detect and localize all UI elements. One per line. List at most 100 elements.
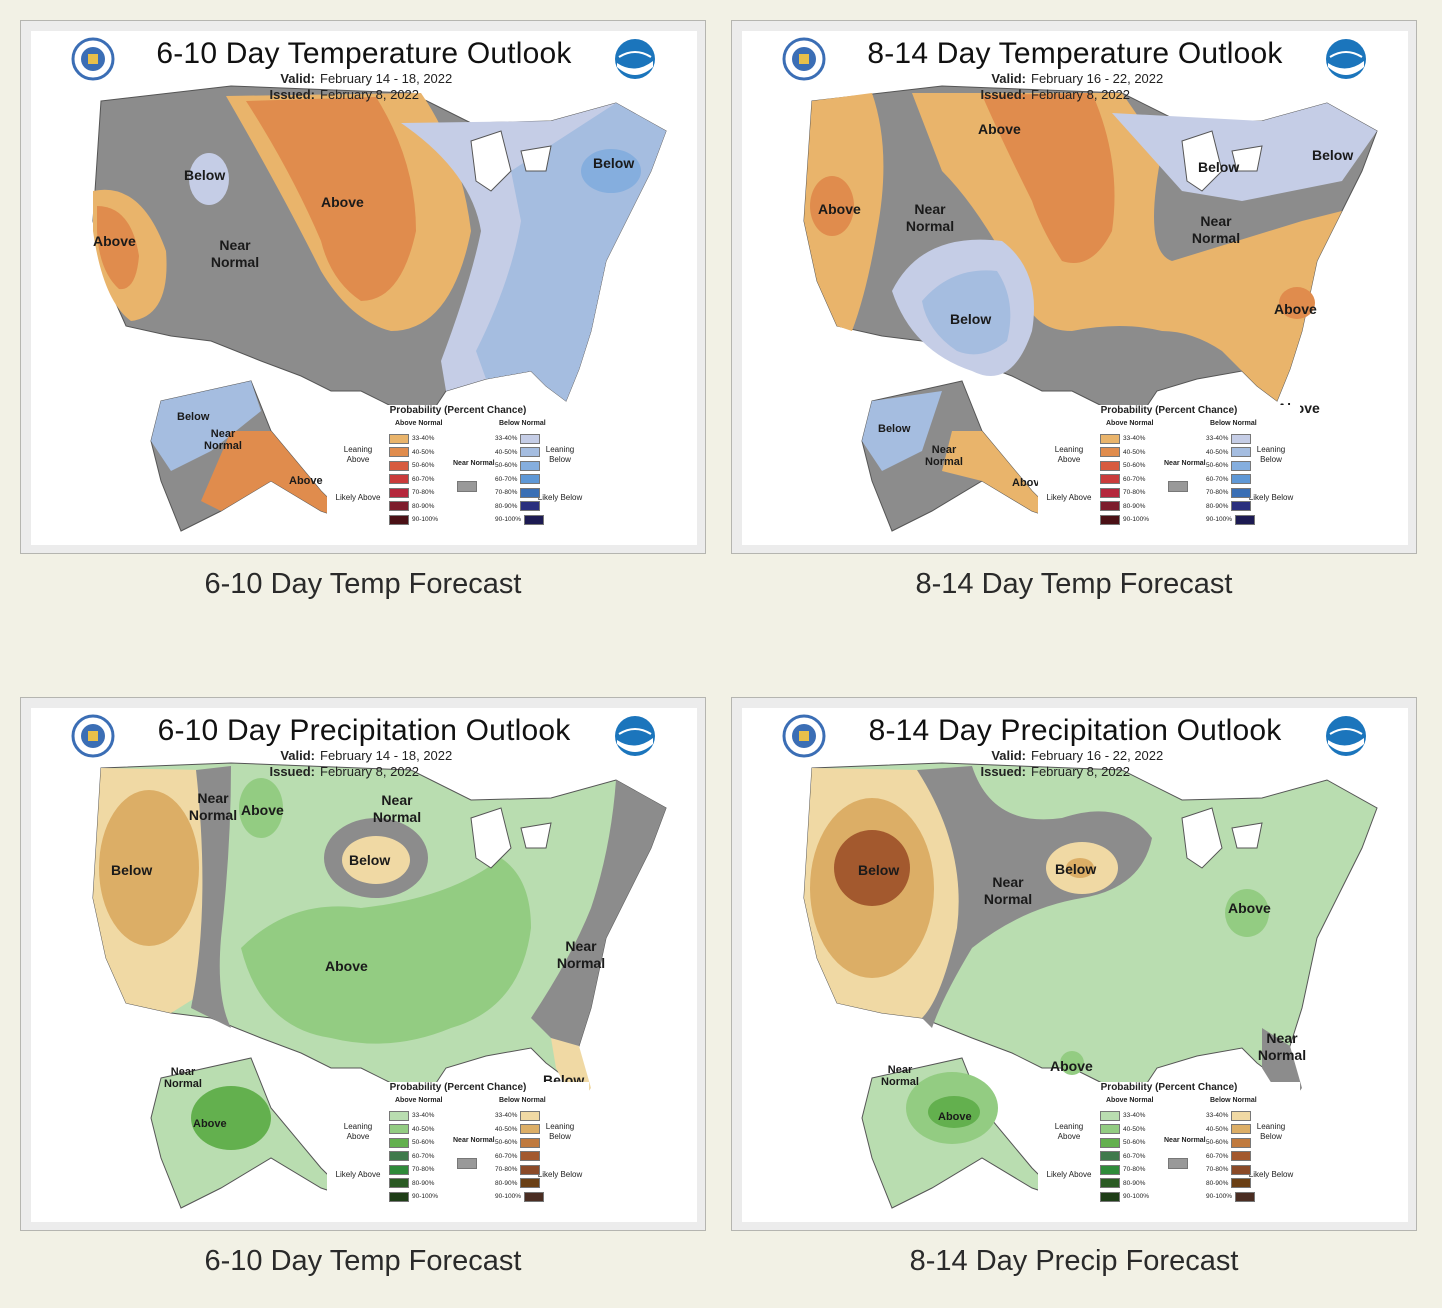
- legend-range-label: 50-60%: [1123, 1139, 1146, 1146]
- legend-above-header: Above Normal: [1106, 1097, 1154, 1104]
- alaska-above-core: [928, 1096, 980, 1128]
- map-frame: 8-14 Day Temperature Outlook Valid: Febru…: [731, 20, 1417, 554]
- panel-caption[interactable]: 8-14 Day Temp Forecast: [915, 568, 1233, 600]
- legend-range-label: 90-100%: [412, 516, 439, 523]
- region-label: Near Normal: [164, 1066, 202, 1090]
- legend-leaning-below: Leaning Below: [545, 445, 575, 464]
- region-label: Near Normal: [881, 1064, 919, 1088]
- region-near-normal-central: [917, 766, 1152, 1028]
- legend-swatch: [1100, 433, 1120, 444]
- region-label: Near Normal: [204, 428, 242, 452]
- legend-likely-below: Likely Below: [537, 493, 583, 502]
- region-label: Above: [241, 802, 284, 818]
- legend-near-normal-swatch: [1168, 1158, 1188, 1169]
- region-label: Above: [978, 121, 1021, 137]
- legend-swatch-row: 70-80%: [1100, 1163, 1145, 1176]
- legend-range-label: 60-70%: [1123, 1152, 1146, 1160]
- legend-near-normal: Near Normal: [453, 1137, 495, 1144]
- legend-leaning-above: Leaning Above: [1054, 445, 1084, 464]
- legend-range-label: 70-80%: [1123, 489, 1146, 496]
- legend-swatch: [520, 1178, 541, 1188]
- map-image[interactable]: 6-10 Day Temperature Outlook Valid: Febru…: [31, 31, 697, 545]
- legend-range-label: 33-40%: [1123, 1112, 1146, 1119]
- legend-range-label: 40-50%: [1123, 1125, 1146, 1133]
- legend-likely-above: Likely Above: [1046, 1170, 1092, 1179]
- region-label: Below: [177, 411, 210, 423]
- region-near-normal-east: [531, 780, 666, 1048]
- legend-near-normal: Near Normal: [453, 460, 495, 467]
- legend-leaning-below: Leaning Below: [1256, 445, 1286, 464]
- legend-swatch-row: 33-40%: [1206, 432, 1252, 445]
- valid-label: Valid:: [280, 748, 315, 763]
- legend-swatch: [389, 1110, 409, 1121]
- map-image[interactable]: 8-14 Day Precipitation Outlook Valid: Feb…: [742, 708, 1408, 1222]
- legend-above-header: Above Normal: [395, 420, 443, 427]
- legend-range-label: 60-70%: [412, 475, 435, 483]
- legend-swatch: [520, 501, 541, 511]
- issued-date: February 8, 2022: [1031, 87, 1131, 102]
- legend-swatch-row: 50-60%: [389, 1136, 434, 1149]
- legend-above-header: Above Normal: [1106, 420, 1154, 427]
- region-label: Below: [349, 852, 391, 868]
- region-above-texas: [1060, 1051, 1084, 1075]
- valid-dates: February 14 - 18, 2022: [320, 748, 453, 763]
- valid-label: Valid:: [991, 71, 1026, 86]
- legend-swatch: [1100, 1110, 1120, 1121]
- legend-range-label: 33-40%: [1206, 435, 1229, 442]
- region-label: Near Normal: [1191, 213, 1241, 246]
- legend: Probability (Percent Chance) Above Norma…: [1038, 405, 1300, 543]
- legend-swatch-row: 90-100%: [1206, 1190, 1256, 1203]
- panel-caption[interactable]: 8-14 Day Precip Forecast: [909, 1245, 1239, 1277]
- map-image[interactable]: 6-10 Day Precipitation Outlook Valid: Feb…: [31, 708, 697, 1222]
- region-above-central-core: [246, 97, 416, 301]
- legend-swatch: [520, 1164, 541, 1175]
- panel-caption[interactable]: 6-10 Day Temp Forecast: [204, 568, 522, 600]
- legend-swatch: [389, 487, 409, 498]
- panel-caption[interactable]: 6-10 Day Temp Forecast: [204, 1245, 522, 1277]
- legend-swatch-row: 40-50%: [1206, 446, 1252, 459]
- legend-range-label: 60-70%: [1206, 1152, 1229, 1160]
- legend-swatch-row: 33-40%: [495, 432, 541, 445]
- legend: Probability (Percent Chance) Above Norma…: [327, 1082, 589, 1220]
- region-label: Above: [325, 958, 368, 974]
- legend-range-label: 50-60%: [495, 462, 518, 469]
- region-above-plains-core: [982, 93, 1115, 263]
- legend-swatch-row: 50-60%: [1100, 459, 1145, 472]
- alaska-above: [201, 431, 351, 521]
- legend-range-label: 60-70%: [1123, 475, 1146, 483]
- legend-range-label: 60-70%: [1206, 475, 1229, 483]
- region-label: Near Normal: [188, 790, 238, 823]
- map-frame: 6-10 Day Precipitation Outlook Valid: Feb…: [20, 697, 706, 1231]
- legend-range-label: 90-100%: [1206, 1193, 1233, 1200]
- legend-near-normal: Near Normal: [1164, 460, 1206, 467]
- region-label: Near Normal: [556, 938, 606, 971]
- legend-swatch: [1100, 501, 1120, 511]
- legend-swatch-row: 33-40%: [495, 1109, 541, 1122]
- legend-swatch-row: 33-40%: [1100, 432, 1145, 445]
- legend-swatch-row: 80-90%: [1100, 500, 1145, 513]
- legend-swatch-row: 70-80%: [389, 1163, 434, 1176]
- us-map-svg: [92, 762, 667, 1209]
- legend-range-label: 60-70%: [412, 1152, 435, 1160]
- legend-range-label: 60-70%: [495, 1152, 518, 1160]
- legend-swatch-row: 60-70%: [1206, 473, 1252, 486]
- legend-swatch-row: 70-80%: [1206, 1163, 1252, 1176]
- valid-dates: February 16 - 22, 2022: [1031, 748, 1164, 763]
- map-frame: 6-10 Day Temperature Outlook Valid: Febru…: [20, 20, 706, 554]
- legend-swatch-row: 70-80%: [389, 486, 434, 499]
- legend-swatch: [520, 1124, 541, 1134]
- legend-range-label: 50-60%: [1123, 462, 1146, 469]
- legend-range-label: 33-40%: [1123, 435, 1146, 442]
- legend-swatch: [389, 1151, 409, 1161]
- legend-likely-below: Likely Below: [1248, 1170, 1294, 1179]
- legend: Probability (Percent Chance) Above Norma…: [327, 405, 589, 543]
- legend-title: Probability (Percent Chance): [389, 405, 527, 416]
- legend-swatch-row: 80-90%: [389, 1177, 434, 1190]
- legend-swatch-row: 60-70%: [1206, 1150, 1252, 1163]
- legend-range-label: 70-80%: [412, 489, 435, 496]
- map-image[interactable]: 8-14 Day Temperature Outlook Valid: Febru…: [742, 31, 1408, 545]
- legend-range-label: 80-90%: [412, 1179, 435, 1187]
- legend-swatch-row: 33-40%: [1100, 1109, 1145, 1122]
- legend-swatch: [1235, 514, 1256, 525]
- region-label: Below: [593, 155, 635, 171]
